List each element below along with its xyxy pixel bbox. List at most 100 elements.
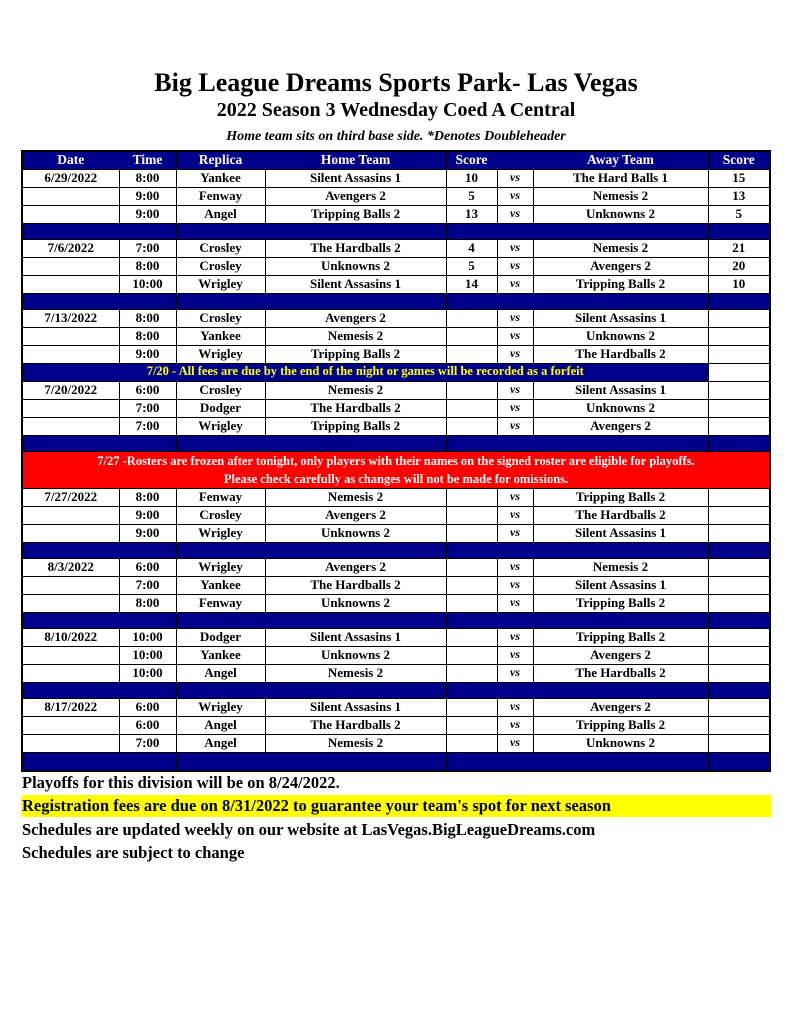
separator-cell: [532, 751, 709, 772]
table-row: 8:00 Yankee Nemesis 2 vs Unknowns 2: [21, 326, 771, 346]
separator-cell: [496, 751, 534, 772]
vs-cell: vs: [496, 523, 534, 543]
home-score-cell: [445, 398, 498, 418]
header-home-score: Score: [445, 150, 498, 170]
separator-cell: [118, 611, 177, 629]
separator-cell: [707, 611, 771, 629]
roster-freeze-notice-text: 7/27 -Rosters are frozen after tonight, …: [21, 450, 771, 489]
separator-cell: [532, 611, 709, 629]
away-team-cell: Avengers 2: [532, 256, 709, 276]
home-team-cell: Nemesis 2: [264, 326, 447, 346]
table-row: 6:00 Angel The Hardballs 2 vs Tripping Balls…: [21, 715, 771, 735]
home-score-cell: [445, 593, 498, 613]
away-score-cell: [707, 733, 771, 753]
separator-cell: [707, 222, 771, 240]
replica-cell: Crosley: [175, 505, 266, 525]
table-row: 7:00 Yankee The Hardballs 2 vs Silent Assasi…: [21, 575, 771, 595]
away-score-cell: [707, 487, 771, 507]
table-row: 10:00 Angel Nemesis 2 vs The Hardballs 2: [21, 663, 771, 683]
separator-cell: [532, 434, 709, 452]
separator-cell: [445, 751, 498, 772]
vs-cell: vs: [496, 274, 534, 294]
separator-cell: [532, 222, 709, 240]
home-score-cell: [445, 627, 498, 647]
separator-cell: [175, 292, 266, 310]
away-team-cell: Unknowns 2: [532, 398, 709, 418]
page-subtitle: 2022 Season 3 Wednesday Coed A Central: [216, 99, 576, 121]
away-team-cell: Tripping Balls 2: [532, 593, 709, 613]
away-team-cell: Avengers 2: [532, 645, 709, 665]
time-cell: 9:00: [118, 186, 177, 206]
separator-row: [21, 434, 771, 452]
schedule-table: Date Time Replica Home Team Score Away T…: [21, 150, 771, 772]
date-cell: 7/20/2022: [21, 380, 120, 400]
away-team-cell: Tripping Balls 2: [532, 715, 709, 735]
separator-cell: [264, 434, 447, 452]
home-score-cell: [445, 416, 498, 436]
replica-cell: Wrigley: [175, 344, 266, 364]
table-row: 8/17/2022 6:00 Wrigley Silent Assasins 1 vs A…: [21, 697, 771, 717]
separator-cell: [21, 222, 120, 240]
home-score-cell: [445, 487, 498, 507]
away-score-cell: [707, 344, 771, 364]
time-cell: 6:00: [118, 557, 177, 577]
home-team-cell: Avengers 2: [264, 308, 447, 328]
vs-cell: vs: [496, 308, 534, 328]
separator-cell: [264, 751, 447, 772]
replica-cell: Angel: [175, 715, 266, 735]
table-row: 9:00 Wrigley Unknowns 2 vs Silent Assasins 1: [21, 523, 771, 543]
replica-cell: Crosley: [175, 238, 266, 258]
separator-cell: [118, 541, 177, 559]
date-cell: [21, 326, 120, 346]
vs-cell: vs: [496, 416, 534, 436]
date-cell: 8/17/2022: [21, 697, 120, 717]
away-team-cell: Unknowns 2: [532, 733, 709, 753]
replica-cell: Crosley: [175, 256, 266, 276]
away-score-cell: 20: [707, 256, 771, 276]
home-score-cell: 14: [445, 274, 498, 294]
notice-end-cell: [707, 362, 771, 382]
away-score-cell: [707, 398, 771, 418]
separator-cell: [707, 681, 771, 699]
replica-cell: Wrigley: [175, 557, 266, 577]
away-score-cell: [707, 663, 771, 683]
table-row: 7/27/2022 8:00 Fenway Nemesis 2 vs Tripping B…: [21, 487, 771, 507]
home-score-cell: [445, 308, 498, 328]
replica-cell: Crosley: [175, 380, 266, 400]
away-score-cell: [707, 326, 771, 346]
home-score-cell: [445, 326, 498, 346]
time-cell: 7:00: [118, 416, 177, 436]
footer-note: Schedules are subject to change: [22, 843, 245, 862]
date-cell: [21, 575, 120, 595]
header-date: Date: [21, 150, 120, 170]
separator-cell: [707, 292, 771, 310]
away-team-cell: Unknowns 2: [532, 326, 709, 346]
replica-cell: Angel: [175, 733, 266, 753]
home-team-cell: Tripping Balls 2: [264, 204, 447, 224]
replica-cell: Wrigley: [175, 523, 266, 543]
fees-notice-row: 7/20 - All fees are due by the end of th…: [21, 362, 771, 382]
separator-row: [21, 541, 771, 559]
table-row: 7/13/2022 8:00 Crosley Avengers 2 vs Silent A…: [21, 308, 771, 328]
time-cell: 10:00: [118, 627, 177, 647]
table-row: 8/3/2022 6:00 Wrigley Avengers 2 vs Nemesis 2: [21, 557, 771, 577]
replica-cell: Dodger: [175, 398, 266, 418]
separator-cell: [21, 681, 120, 699]
home-team-note: Home team sits on third base side. *Deno…: [226, 129, 566, 144]
date-cell: [21, 398, 120, 418]
away-team-cell: Nemesis 2: [532, 557, 709, 577]
time-cell: 9:00: [118, 505, 177, 525]
away-score-cell: [707, 697, 771, 717]
replica-cell: Angel: [175, 663, 266, 683]
replica-cell: Yankee: [175, 575, 266, 595]
table-row: 8:00 Fenway Unknowns 2 vs Tripping Balls 2: [21, 593, 771, 613]
registration-fees-notice: Registration fees are due on 8/31/2022 t…: [21, 795, 771, 817]
separator-cell: [175, 611, 266, 629]
away-team-cell: Nemesis 2: [532, 186, 709, 206]
vs-cell: vs: [496, 557, 534, 577]
notice-line: Please check carefully as changes will n…: [223, 471, 569, 486]
vs-cell: vs: [496, 487, 534, 507]
table-row: 9:00 Wrigley Tripping Balls 2 vs The Hardbal…: [21, 344, 771, 364]
vs-cell: vs: [496, 398, 534, 418]
